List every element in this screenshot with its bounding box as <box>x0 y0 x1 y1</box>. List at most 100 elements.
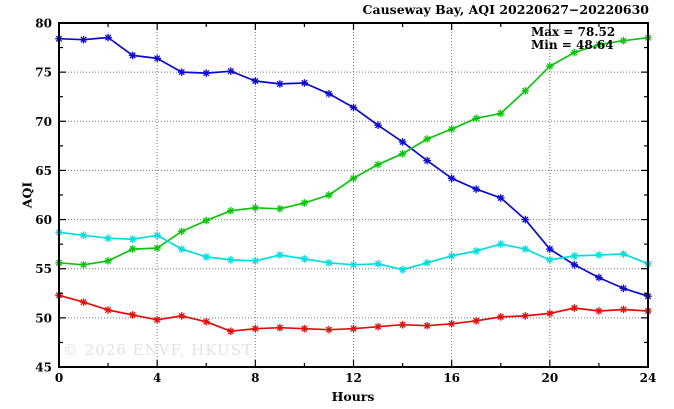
marker-asterisk <box>521 87 530 95</box>
x-tick-label: 20 <box>541 371 558 385</box>
x-tick-labels: 0 4 8 12 16 20 24 <box>55 371 657 385</box>
marker-asterisk <box>619 305 628 314</box>
marker-asterisk <box>177 312 186 320</box>
marker-asterisk <box>325 325 333 334</box>
marker-asterisk <box>226 206 235 215</box>
marker-asterisk <box>423 321 431 330</box>
marker-asterisk <box>619 250 628 258</box>
marker-asterisk <box>104 234 112 243</box>
marker-asterisk <box>349 324 358 333</box>
marker-asterisk <box>104 257 112 265</box>
marker-asterisk <box>276 323 284 332</box>
marker-asterisk <box>202 317 211 326</box>
marker-asterisk <box>276 80 284 88</box>
marker-asterisk <box>496 240 505 248</box>
marker-asterisk <box>374 260 382 268</box>
marker-asterisk <box>374 121 382 130</box>
y-tick-label: 60 <box>35 213 52 227</box>
x-tick-label: 8 <box>251 371 259 385</box>
marker-asterisk <box>325 89 333 98</box>
marker-asterisk <box>177 245 186 253</box>
series-red-day4 <box>55 291 652 336</box>
marker-asterisk <box>472 185 481 193</box>
marker-asterisk <box>423 259 431 267</box>
marker-asterisk <box>251 77 260 85</box>
series-blue-day1 <box>55 33 652 301</box>
marker-asterisk <box>472 317 481 325</box>
marker-asterisk <box>128 311 137 319</box>
marker-asterisk <box>153 316 161 324</box>
y-tick-label: 75 <box>35 66 52 80</box>
grid-lines <box>59 23 648 367</box>
marker-asterisk <box>472 247 481 255</box>
chart-title: Causeway Bay, AQI 20220627−20220630 <box>362 2 649 17</box>
marker-asterisk <box>447 319 456 328</box>
marker-asterisk <box>104 306 112 314</box>
marker-asterisk <box>398 265 407 274</box>
watermark: © 2026 ENVF, HKUST <box>63 341 253 359</box>
marker-asterisk <box>79 231 88 240</box>
marker-asterisk <box>202 216 211 225</box>
y-tick-label: 45 <box>35 361 52 375</box>
marker-asterisk <box>595 307 603 315</box>
marker-asterisk <box>349 174 358 183</box>
marker-asterisk <box>153 244 161 252</box>
marker-asterisk <box>496 313 505 321</box>
marker-asterisk <box>546 256 554 264</box>
x-tick-label: 12 <box>345 371 362 385</box>
marker-asterisk <box>300 324 309 333</box>
marker-asterisk <box>447 174 456 183</box>
marker-asterisk <box>595 273 603 282</box>
marker-asterisk <box>276 251 284 259</box>
marker-asterisk <box>226 327 235 336</box>
marker-asterisk <box>521 215 530 224</box>
marker-asterisk <box>398 138 407 146</box>
marker-asterisk <box>325 259 333 267</box>
marker-asterisk <box>374 160 382 169</box>
marker-asterisk <box>300 255 309 263</box>
marker-asterisk <box>423 156 431 165</box>
marker-asterisk <box>472 114 481 123</box>
x-tick-label: 16 <box>443 371 460 385</box>
marker-asterisk <box>153 231 161 240</box>
marker-asterisk <box>496 194 505 202</box>
marker-asterisk <box>595 40 603 49</box>
marker-asterisk <box>496 109 505 118</box>
marker-asterisk <box>423 135 431 143</box>
x-tick-label: 4 <box>153 371 161 385</box>
marker-asterisk <box>570 304 579 312</box>
y-tick-label: 65 <box>35 164 52 178</box>
marker-asterisk <box>251 203 260 212</box>
marker-asterisk <box>79 298 88 306</box>
marker-asterisk <box>447 125 456 133</box>
marker-asterisk <box>398 320 407 329</box>
marker-asterisk <box>300 79 309 87</box>
marker-asterisk <box>570 252 579 260</box>
x-tick-label: 0 <box>55 371 63 385</box>
x-axis-label: Hours <box>331 389 375 404</box>
marker-asterisk <box>349 260 358 269</box>
marker-asterisk <box>619 284 628 293</box>
marker-asterisk <box>226 67 235 75</box>
min-annotation: Min = 48.64 <box>531 38 614 52</box>
marker-asterisk <box>619 36 628 45</box>
marker-asterisk <box>104 33 112 42</box>
marker-asterisk <box>128 51 137 60</box>
series-green-day2 <box>55 33 652 269</box>
marker-asterisk <box>447 252 456 260</box>
marker-asterisk <box>521 312 530 320</box>
y-tick-label: 70 <box>35 115 52 129</box>
y-axis-label: AQI <box>19 181 35 209</box>
marker-asterisk <box>202 253 211 261</box>
marker-asterisk <box>349 103 358 112</box>
marker-asterisk <box>546 62 554 71</box>
series-cyan-day3 <box>55 228 652 274</box>
y-tick-label: 80 <box>35 17 52 31</box>
marker-asterisk <box>202 69 211 77</box>
max-annotation: Max = 78.52 <box>531 25 616 39</box>
marker-asterisk <box>153 54 161 63</box>
marker-asterisk <box>546 309 554 318</box>
y-tick-labels: 45 50 55 60 65 70 75 80 <box>35 17 52 375</box>
